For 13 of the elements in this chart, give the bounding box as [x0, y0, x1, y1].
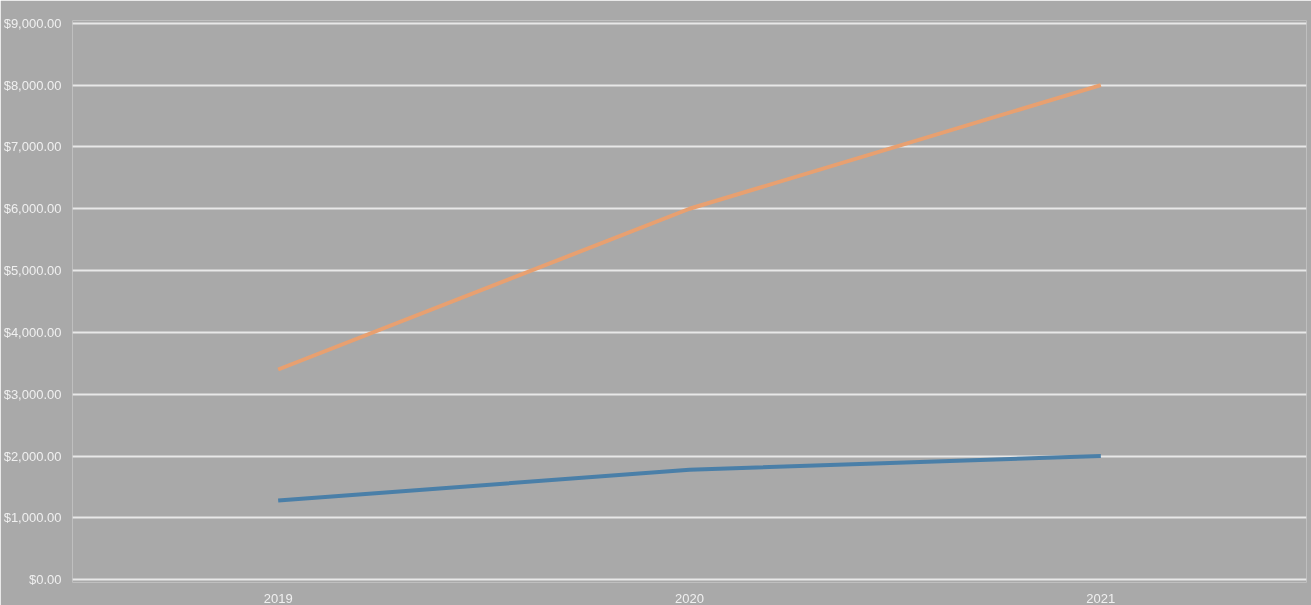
x-tick-label: 2020: [675, 590, 704, 605]
y-tick-label: $6,000.00: [3, 201, 62, 217]
y-tick-label: $2,000.00: [3, 448, 62, 464]
y-tick-label: $7,000.00: [3, 139, 62, 155]
x-tick-label: 2019: [263, 590, 293, 605]
y-tick-label: $9,000.00: [3, 15, 62, 31]
x-tick-label: 2021: [1086, 590, 1116, 605]
y-tick-label: $5,000.00: [3, 263, 62, 279]
y-tick-label: $1,000.00: [3, 510, 62, 526]
y-tick-label: $4,000.00: [3, 324, 62, 340]
y-tick-label: $8,000.00: [3, 77, 62, 93]
y-tick-label: $0.00: [28, 572, 62, 588]
y-tick-label: $3,000.00: [3, 386, 62, 402]
